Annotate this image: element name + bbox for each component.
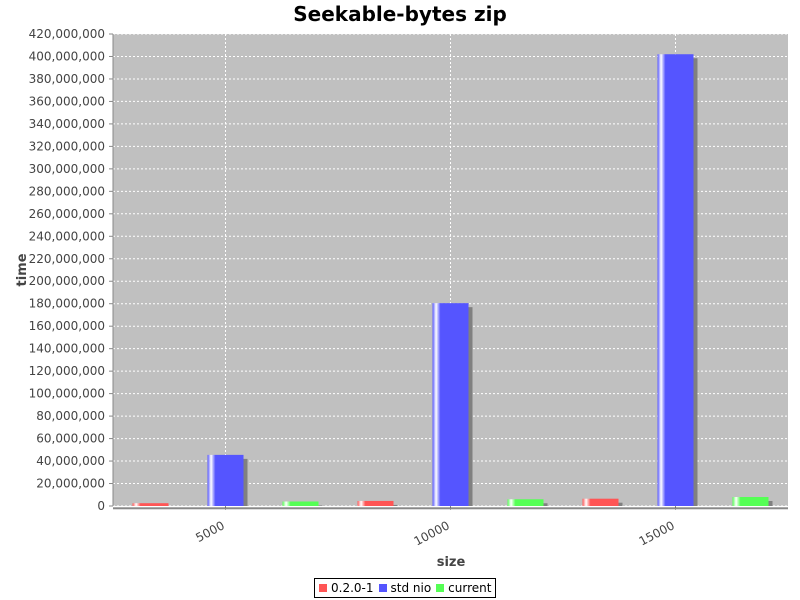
legend-item: 0.2.0-1 — [319, 581, 374, 595]
legend-label: current — [448, 581, 492, 595]
y-tick-label: 220,000,000 — [29, 252, 105, 266]
y-tick-label: 80,000,000 — [36, 409, 105, 423]
legend-item: current — [436, 581, 491, 595]
y-tick-label: 420,000,000 — [29, 27, 105, 41]
x-axis-label: size — [437, 555, 466, 570]
bars — [132, 54, 773, 506]
y-tick-label: 60,000,000 — [36, 432, 105, 446]
y-tick-label: 380,000,000 — [29, 72, 105, 86]
y-tick-label: 400,000,000 — [29, 49, 105, 63]
legend-label: std nio — [390, 581, 432, 595]
y-tick-label: 360,000,000 — [29, 94, 105, 108]
y-tick-label: 0 — [97, 499, 105, 513]
legend: 0.2.0-1 std nio current — [314, 578, 497, 598]
chart-title: Seekable-bytes zip — [293, 2, 507, 26]
y-tick-label: 160,000,000 — [29, 319, 105, 333]
bar-0-2-0-1-15000 — [582, 498, 619, 506]
bar-current-15000 — [732, 497, 769, 506]
y-tick-label: 320,000,000 — [29, 139, 105, 153]
bar-current-10000 — [507, 499, 544, 506]
y-tick-label: 120,000,000 — [29, 364, 105, 378]
bar-std-nio-5000 — [207, 454, 244, 506]
y-tick-label: 240,000,000 — [29, 229, 105, 243]
y-tick-label: 340,000,000 — [29, 117, 105, 131]
y-tick-label: 20,000,000 — [36, 477, 105, 491]
bar-0-2-0-1-10000 — [357, 500, 394, 506]
x-tick-label: 5000 — [193, 518, 227, 545]
y-tick-label: 100,000,000 — [29, 387, 105, 401]
y-tick-label: 280,000,000 — [29, 184, 105, 198]
x-tick-label: 10000 — [412, 518, 452, 548]
x-tick-label: 15000 — [637, 518, 677, 548]
y-tick-label: 260,000,000 — [29, 207, 105, 221]
bar-std-nio-10000 — [432, 303, 469, 506]
y-tick-label: 180,000,000 — [29, 297, 105, 311]
y-tick-label: 200,000,000 — [29, 274, 105, 288]
y-axis-label: time — [15, 253, 30, 286]
y-tick-label: 140,000,000 — [29, 342, 105, 356]
legend-item: std nio — [378, 581, 432, 595]
legend-label: 0.2.0-1 — [331, 581, 374, 595]
y-tick-label: 40,000,000 — [36, 454, 105, 468]
legend-swatch — [378, 584, 387, 592]
bar-std-nio-15000 — [657, 54, 694, 506]
legend-swatch — [319, 584, 327, 592]
x-axis: 5000 10000 15000 — [113, 506, 788, 549]
y-tick-label: 300,000,000 — [29, 162, 105, 176]
bar-current-5000 — [282, 501, 319, 506]
legend-swatch — [436, 584, 445, 592]
bar-0-2-0-1-5000 — [132, 503, 169, 506]
y-axis: 0 20,000,000 40,000,000 60,000,000 80,000,00… — [29, 27, 114, 513]
